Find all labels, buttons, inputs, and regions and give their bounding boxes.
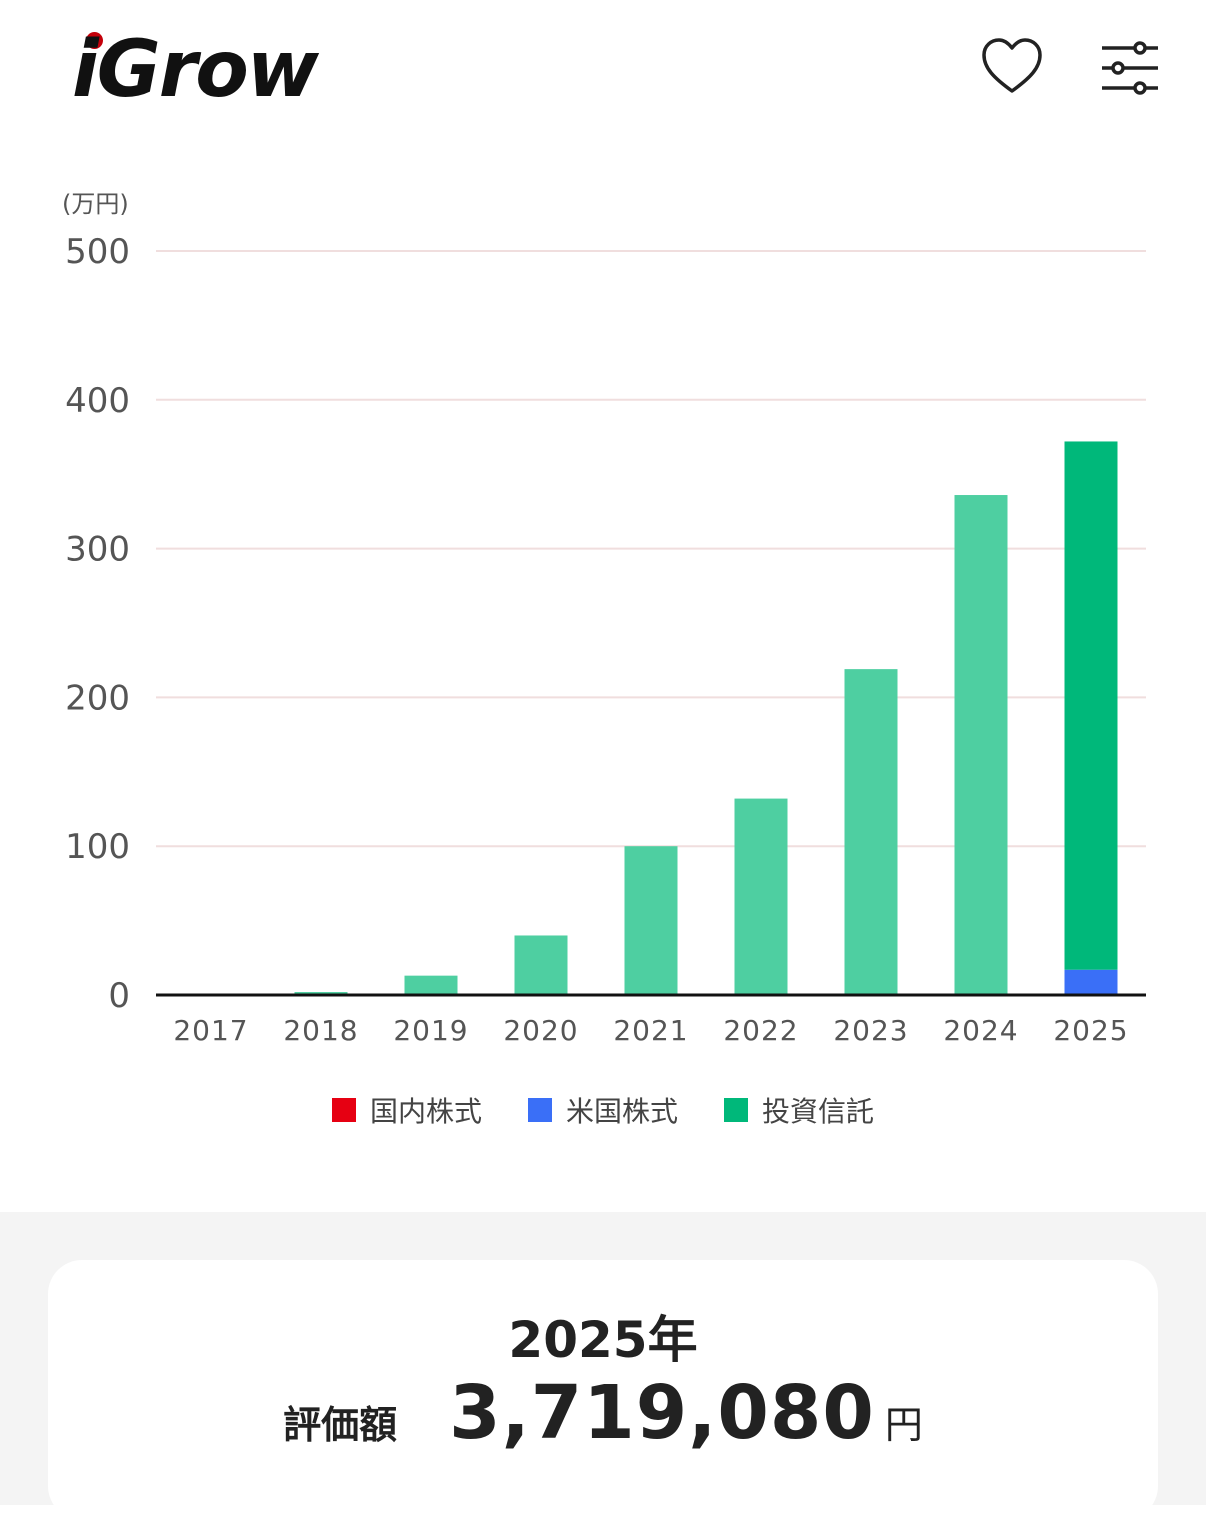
y-tick-label-200: 200	[65, 678, 130, 718]
x-tick-label-2023: 2023	[833, 1014, 908, 1047]
bar-2024-series-2	[954, 495, 1008, 995]
sliders-icon	[1102, 41, 1158, 95]
y-axis-unit-label: (万円)	[62, 190, 129, 218]
x-tick-label-2019: 2019	[393, 1014, 468, 1047]
igrow-logo: iGrow	[72, 22, 352, 118]
bar-2021-series-2	[624, 846, 678, 995]
bar-chart-svg: (万円) 0 100 200 300 400 500 2017 2018 2019 2020 2021…	[62, 190, 1146, 1047]
summary-year: 2025年	[508, 1311, 698, 1369]
bar-2022-series-2	[734, 798, 788, 995]
legend-label-2: 投資信託	[762, 1095, 875, 1128]
legend-swatch-0	[331, 1098, 356, 1122]
y-tick-label-300: 300	[65, 530, 130, 570]
legend-label-1: 米国株式	[565, 1095, 678, 1128]
favorite-button[interactable]	[980, 36, 1044, 100]
x-tick-label-2025: 2025	[1053, 1014, 1128, 1047]
bar-2025-series-2	[1064, 441, 1118, 970]
bar-2019-series-2	[404, 975, 458, 995]
legend-swatch-1	[527, 1098, 552, 1122]
bar-2020-series-2	[514, 935, 568, 995]
legend-item-2: 投資信託	[724, 1088, 874, 1132]
y-tick-label-100: 100	[65, 827, 130, 867]
legend-label-0: 国内株式	[369, 1095, 482, 1128]
legend-item-0: 国内株式	[331, 1088, 482, 1132]
summary-card: 2025年 評価額 3,719,080 円	[48, 1260, 1158, 1520]
valuation-label: 評価額	[283, 1403, 398, 1447]
logo-text: iGrow	[72, 25, 319, 115]
x-tick-label-2022: 2022	[723, 1014, 798, 1047]
valuation-unit: 円	[884, 1403, 923, 1447]
chart-legend: 国内株式 米国株式 投資信託	[0, 1088, 1206, 1132]
y-tick-label-400: 400	[65, 381, 130, 421]
x-tick-label-2018: 2018	[283, 1014, 358, 1047]
x-tick-label-2017: 2017	[173, 1014, 248, 1047]
summary-section: 2025年 評価額 3,719,080 円	[0, 1212, 1206, 1520]
legend-swatch-2	[724, 1098, 748, 1122]
x-tick-label-2024: 2024	[943, 1014, 1018, 1047]
app-header: iGrow	[0, 0, 1206, 140]
bar-2023-series-2	[844, 669, 898, 995]
heart-icon	[982, 38, 1042, 93]
valuation-amount: 3,719,080	[449, 1370, 875, 1456]
y-tick-label-500: 500	[65, 232, 130, 272]
logo-dot	[86, 32, 103, 49]
portfolio-chart: (万円) 0 100 200 300 400 500 2017 2018 2019 2020 2021…	[0, 170, 1206, 1170]
legend-item-1: 米国株式	[527, 1088, 678, 1132]
summary-value-row: 評価額 3,719,080 円	[48, 1370, 1158, 1460]
x-tick-label-2020: 2020	[503, 1014, 578, 1047]
y-tick-label-0: 0	[108, 976, 130, 1016]
settings-button[interactable]	[1098, 36, 1162, 100]
bar-2025-series-1	[1064, 969, 1118, 995]
x-tick-label-2021: 2021	[613, 1014, 688, 1047]
